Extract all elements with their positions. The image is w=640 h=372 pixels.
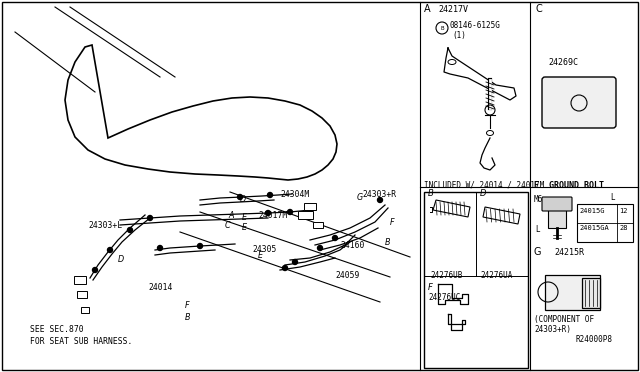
Text: C: C (536, 4, 543, 14)
Text: INCLUDED W/ 24014 / 24017M: INCLUDED W/ 24014 / 24017M (424, 181, 544, 190)
FancyBboxPatch shape (542, 197, 572, 211)
Text: R24000P8: R24000P8 (576, 335, 613, 344)
Text: 28: 28 (619, 225, 627, 231)
Text: 24217V: 24217V (438, 5, 468, 14)
Text: L: L (610, 193, 614, 202)
Text: F: F (185, 301, 189, 310)
Text: 24015GA: 24015GA (579, 225, 609, 231)
Circle shape (237, 195, 243, 199)
Text: C: C (225, 221, 230, 230)
Text: D: D (240, 195, 246, 204)
Text: B: B (428, 189, 434, 198)
Text: 24215R: 24215R (554, 248, 584, 257)
Text: 24304M: 24304M (280, 190, 309, 199)
Text: A: A (228, 211, 234, 220)
Circle shape (307, 208, 312, 212)
Circle shape (317, 246, 323, 250)
Text: E  GROUND BOLT: E GROUND BOLT (534, 181, 604, 190)
Circle shape (93, 267, 97, 273)
Text: (1): (1) (452, 31, 466, 40)
Text: E: E (242, 223, 247, 232)
Circle shape (266, 211, 271, 215)
Bar (74, 276, 86, 284)
Text: D: D (480, 189, 486, 198)
Text: 24303+R: 24303+R (362, 190, 396, 199)
Text: 24303+L: 24303+L (88, 221, 122, 230)
Text: 24276UC: 24276UC (428, 293, 460, 302)
Bar (545, 275, 600, 310)
Text: 24276UB: 24276UB (430, 271, 462, 280)
Circle shape (268, 192, 273, 198)
Text: L: L (535, 225, 540, 234)
Bar (298, 211, 313, 219)
Text: 24269C: 24269C (548, 58, 578, 67)
FancyBboxPatch shape (542, 77, 616, 128)
Text: SEE SEC.870: SEE SEC.870 (30, 325, 84, 334)
Circle shape (127, 228, 132, 232)
Circle shape (287, 209, 292, 215)
Circle shape (282, 266, 287, 270)
Text: E: E (242, 213, 247, 222)
Circle shape (333, 235, 337, 241)
Circle shape (157, 246, 163, 250)
Text: 24305: 24305 (252, 245, 276, 254)
Text: B: B (185, 313, 191, 322)
Text: G: G (534, 247, 541, 257)
Circle shape (292, 260, 298, 264)
Text: 12: 12 (619, 208, 627, 214)
Text: A: A (424, 4, 431, 14)
Bar (81, 307, 89, 313)
Bar (582, 278, 600, 308)
Bar (577, 204, 633, 242)
Bar (313, 222, 323, 228)
Text: 24014: 24014 (148, 283, 172, 292)
Circle shape (147, 215, 152, 221)
Text: FOR SEAT SUB HARNESS.: FOR SEAT SUB HARNESS. (30, 337, 132, 346)
Circle shape (198, 244, 202, 248)
Text: G: G (357, 193, 364, 202)
Text: 24303+R): 24303+R) (534, 325, 571, 334)
Text: E: E (258, 251, 263, 260)
Text: 24276UA: 24276UA (480, 271, 513, 280)
Bar (77, 291, 87, 298)
Circle shape (108, 247, 113, 253)
Bar (304, 203, 316, 210)
Bar (548, 206, 566, 228)
Text: D: D (118, 255, 124, 264)
Text: 24160: 24160 (340, 241, 364, 250)
Text: (COMPONENT OF: (COMPONENT OF (534, 315, 594, 324)
Text: F: F (390, 218, 395, 227)
Text: 24015G: 24015G (579, 208, 605, 214)
Text: 08146-6125G: 08146-6125G (450, 21, 501, 30)
Text: M6: M6 (534, 195, 543, 204)
Bar (424, 192, 528, 368)
Text: 24059: 24059 (335, 271, 360, 280)
Circle shape (378, 198, 383, 202)
Text: B: B (440, 26, 444, 31)
Text: F: F (428, 283, 433, 292)
Text: B: B (385, 238, 390, 247)
Text: 24017M: 24017M (258, 211, 287, 220)
